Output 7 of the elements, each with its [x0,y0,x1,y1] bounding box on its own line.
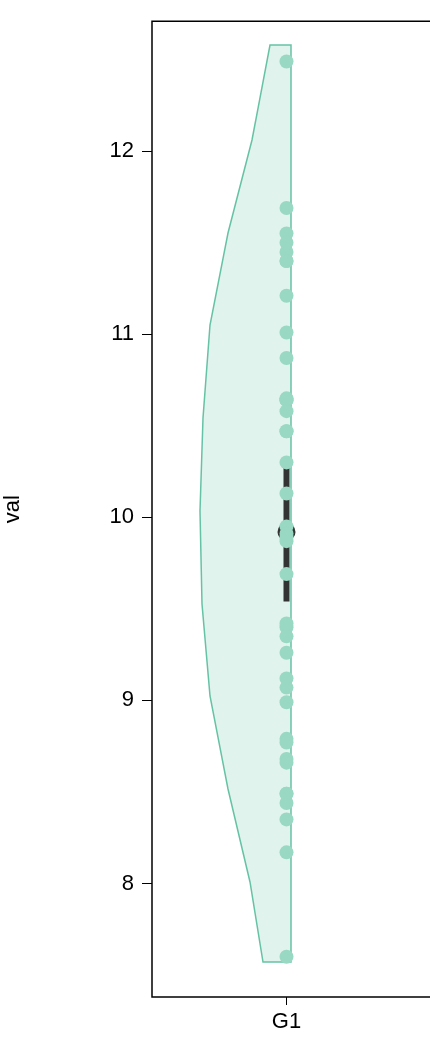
x-tick-label: G1 [271,1008,302,1034]
y-axis-title: val [0,495,25,524]
y-tick-label: 8 [121,869,134,895]
y-tick-label: 11 [111,320,134,346]
y-tick-label: 9 [121,686,134,712]
y-tick-label: 10 [109,503,134,529]
y-tick-label: 12 [109,137,134,163]
